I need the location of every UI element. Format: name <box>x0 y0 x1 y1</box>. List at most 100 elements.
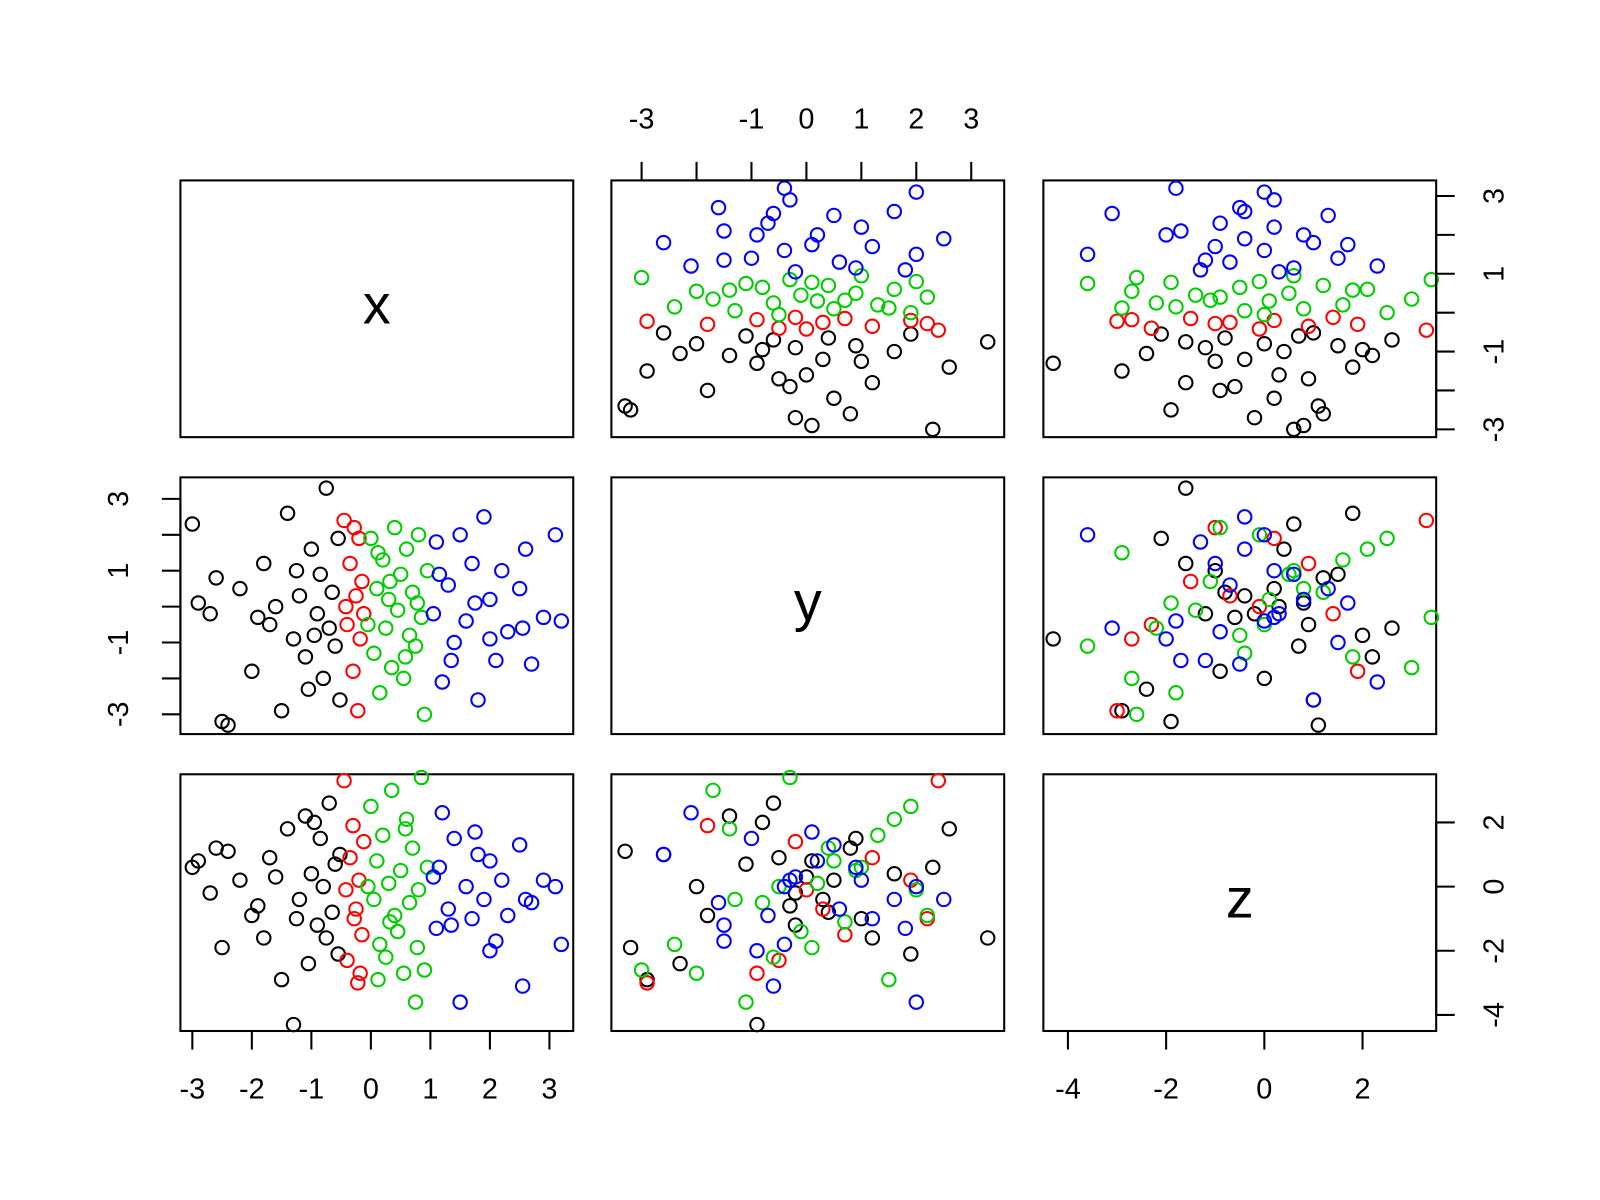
point <box>809 875 826 892</box>
panel-frame <box>1042 476 1438 736</box>
point <box>500 907 516 924</box>
point <box>366 645 382 662</box>
point <box>908 878 925 895</box>
point <box>1182 573 1199 590</box>
point <box>848 338 864 354</box>
point <box>514 620 531 636</box>
point <box>517 541 534 557</box>
point <box>285 1016 302 1033</box>
point <box>754 279 771 296</box>
point <box>1212 519 1228 536</box>
point <box>886 343 903 360</box>
point <box>1138 681 1155 697</box>
point <box>820 330 837 346</box>
point <box>853 353 870 370</box>
point <box>300 955 317 972</box>
point <box>1330 634 1346 651</box>
point <box>870 827 886 843</box>
point <box>721 347 738 364</box>
point <box>1138 345 1155 362</box>
point <box>1168 613 1184 629</box>
point <box>771 306 787 323</box>
point <box>1261 293 1277 309</box>
tick-label: 1 <box>1479 266 1511 282</box>
point <box>339 952 355 969</box>
point <box>1148 620 1165 636</box>
point <box>1104 205 1120 222</box>
point <box>979 334 996 350</box>
point <box>425 606 442 622</box>
point <box>342 555 358 572</box>
point <box>820 277 837 294</box>
point <box>553 936 570 953</box>
point <box>903 312 919 329</box>
point <box>622 939 639 956</box>
point <box>765 949 782 965</box>
point <box>267 869 284 885</box>
point <box>306 627 323 644</box>
point <box>903 326 919 342</box>
point <box>327 638 343 654</box>
point <box>381 875 397 892</box>
tick-label: 0 <box>1256 1073 1272 1105</box>
point <box>1227 609 1243 626</box>
point <box>738 994 754 1010</box>
point <box>1124 283 1140 300</box>
point <box>716 933 732 949</box>
point <box>776 936 793 953</box>
point <box>886 811 903 827</box>
point <box>617 843 633 860</box>
point <box>1354 341 1371 358</box>
point <box>782 898 798 914</box>
point <box>787 264 804 280</box>
point <box>1143 320 1160 336</box>
point <box>1349 663 1366 679</box>
point <box>297 649 314 665</box>
point <box>864 318 881 335</box>
point <box>434 674 451 690</box>
tick-label: 2 <box>1354 1073 1370 1105</box>
point <box>710 894 727 911</box>
point <box>1079 246 1096 263</box>
point <box>312 830 329 847</box>
point <box>1300 555 1317 572</box>
point <box>366 891 382 908</box>
point <box>1403 291 1420 307</box>
point <box>639 363 655 379</box>
point <box>1212 382 1228 399</box>
point <box>261 616 278 633</box>
point <box>428 534 445 550</box>
point <box>1286 566 1302 583</box>
point <box>410 882 427 898</box>
point <box>1207 315 1223 332</box>
point <box>683 258 699 274</box>
point <box>831 254 848 270</box>
point <box>332 846 348 863</box>
point <box>250 609 266 626</box>
point <box>1227 378 1243 395</box>
tick-label: 2 <box>908 103 924 135</box>
point <box>1335 552 1351 568</box>
point <box>458 878 474 895</box>
point <box>787 339 804 356</box>
point <box>1344 359 1361 375</box>
point <box>338 598 354 615</box>
point <box>346 910 362 927</box>
point <box>1236 541 1253 557</box>
tick-label: -2 <box>1479 938 1511 964</box>
point <box>315 878 331 895</box>
point <box>1423 609 1440 626</box>
point <box>1148 295 1165 311</box>
point <box>853 910 870 927</box>
point <box>1418 322 1435 338</box>
point <box>765 205 782 222</box>
point <box>397 649 414 665</box>
point <box>1178 555 1194 572</box>
point <box>1344 505 1361 521</box>
point <box>721 282 738 298</box>
point <box>535 872 552 888</box>
point <box>232 580 248 597</box>
point <box>1207 238 1223 255</box>
point <box>1295 417 1312 434</box>
point <box>804 274 820 291</box>
